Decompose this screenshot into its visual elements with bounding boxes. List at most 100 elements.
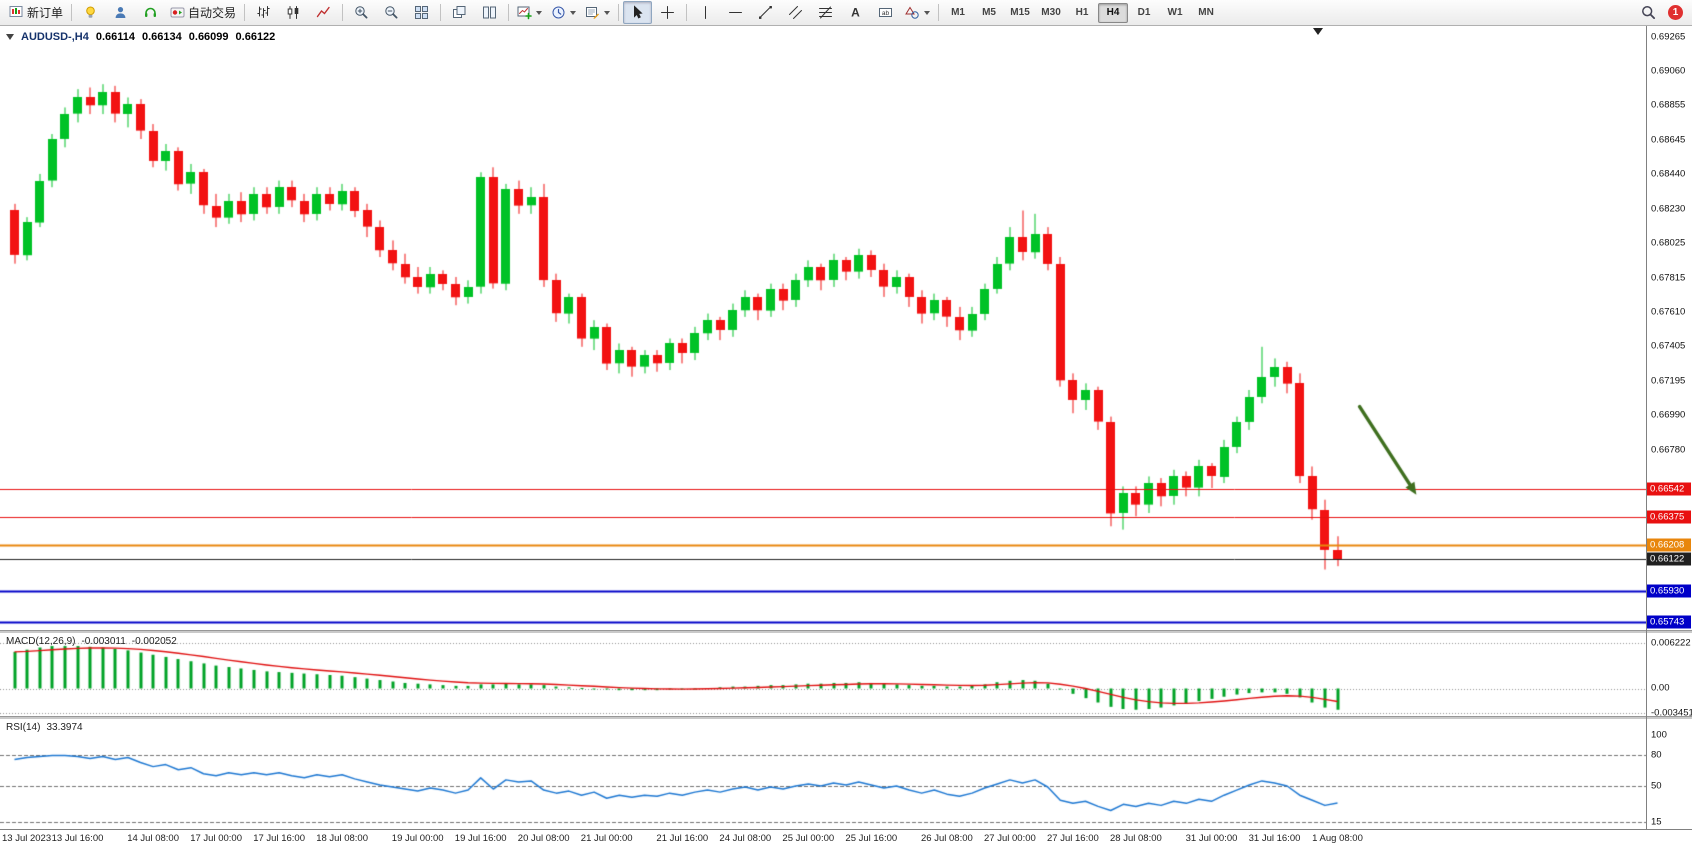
rsi-label: RSI(14) 33.3974	[6, 722, 83, 733]
time-axis-label: 18 Jul 08:00	[316, 833, 368, 844]
toolbar-separator	[618, 4, 620, 21]
profile-icon	[113, 5, 128, 20]
price-scale-tick: 0.69265	[1651, 31, 1686, 43]
time-axis-label: 14 Jul 08:00	[127, 833, 179, 844]
template-button[interactable]	[581, 1, 614, 24]
time-axis-label: 20 Jul 08:00	[517, 833, 570, 844]
hline-icon	[728, 5, 743, 20]
tile-vertically-button[interactable]	[475, 1, 504, 24]
zoom-in-button[interactable]	[347, 1, 376, 24]
trendline-icon	[758, 5, 773, 20]
price-chart-canvas[interactable]	[0, 26, 1646, 631]
time-axis-label: 21 Jul 16:00	[656, 833, 709, 844]
timeframe-h1[interactable]: H1	[1075, 7, 1089, 18]
vline-icon	[698, 5, 713, 20]
time-axis-label: 19 Jul 16:00	[454, 833, 507, 844]
crosshair-button[interactable]	[653, 1, 682, 24]
auto-trading-button[interactable]: 自动交易	[166, 1, 240, 24]
channel-button[interactable]	[781, 1, 810, 24]
rsi-name: RSI(14)	[6, 722, 41, 733]
zoom-out-button[interactable]	[377, 1, 406, 24]
rsi-pane-separator[interactable]	[0, 716, 1692, 719]
new-chart-button[interactable]	[513, 1, 546, 24]
time-axis-label: 27 Jul 00:00	[984, 833, 1036, 844]
horizontal-line-button[interactable]	[721, 1, 750, 24]
timeframe-mn[interactable]: MN	[1198, 7, 1214, 18]
cascade-windows-button[interactable]	[445, 1, 474, 24]
time-axis-label: 13 Jul 2023	[2, 833, 52, 844]
candlestick-chart-button[interactable]	[279, 1, 308, 24]
time-axis-label: 19 Jul 00:00	[391, 833, 444, 844]
tile-windows-button[interactable]	[407, 1, 436, 24]
shapes-icon	[905, 5, 920, 20]
arrows-button[interactable]	[901, 1, 934, 24]
period-button[interactable]	[547, 1, 580, 24]
macd-label: MACD(12,26,9) -0.003011 -0.002052	[6, 636, 177, 647]
price-scale-tick: 0.68855	[1651, 99, 1686, 111]
search-icon	[1641, 5, 1656, 20]
crosshair-icon	[660, 5, 675, 20]
hline-price-badge: 0.66375	[1647, 510, 1691, 524]
chart-shift-marker-icon[interactable]	[1313, 28, 1323, 35]
market-watch-button[interactable]	[106, 1, 135, 24]
time-axis-label: 28 Jul 08:00	[1110, 833, 1162, 844]
support-button[interactable]	[136, 1, 165, 24]
text-label-button[interactable]: ab	[871, 1, 900, 24]
macd-panel-canvas[interactable]	[0, 633, 1646, 717]
price-scale-tick: 0.69060	[1651, 65, 1686, 77]
new-chart-icon	[517, 5, 532, 20]
timeframe-m5[interactable]: M5	[982, 7, 996, 18]
bar-chart-button[interactable]	[249, 1, 278, 24]
search-button[interactable]	[1634, 1, 1663, 24]
timeframe-d1[interactable]: D1	[1137, 7, 1151, 18]
line-chart-button[interactable]	[309, 1, 338, 24]
new-order-icon	[9, 5, 24, 20]
time-axis-label: 17 Jul 16:00	[253, 833, 305, 844]
text-button[interactable]: A	[841, 1, 870, 24]
rsi-scale-tick: 100	[1651, 729, 1667, 741]
toolbar-separator	[342, 4, 344, 21]
timeframe-m1[interactable]: M1	[951, 7, 965, 18]
zoom-in-icon	[354, 5, 369, 20]
timeframe-w1[interactable]: W1	[1167, 7, 1183, 18]
template-icon	[585, 5, 600, 20]
hline-price-badge: 0.66208	[1647, 538, 1691, 552]
rsi-scale-tick: 80	[1651, 749, 1662, 761]
trendline-button[interactable]	[751, 1, 780, 24]
time-axis-label: 13 Jul 16:00	[51, 833, 104, 844]
time-axis-label: 24 Jul 08:00	[719, 833, 772, 844]
cascade-windows-icon	[452, 5, 467, 20]
clock-icon	[551, 5, 566, 20]
svg-text:A: A	[851, 6, 860, 20]
price-scale-tick: 0.67610	[1651, 306, 1686, 318]
cursor-button[interactable]	[623, 1, 653, 24]
timeframe-m30[interactable]: M30	[1041, 7, 1061, 18]
fibonacci-button[interactable]	[811, 1, 840, 24]
price-scale-tick: 0.68645	[1651, 134, 1686, 146]
hline-price-badge: 0.65743	[1647, 615, 1691, 629]
new-order-button[interactable]: 新订单	[5, 1, 67, 24]
chevron-down-icon	[924, 10, 931, 15]
timeframe-h4[interactable]: H4	[1098, 2, 1129, 23]
macd-scale-tick: 0.006222	[1651, 637, 1691, 649]
rsi-panel-canvas[interactable]	[0, 719, 1646, 829]
one-click-expander-icon[interactable]	[6, 34, 14, 40]
price-scale-border[interactable]	[1646, 26, 1647, 829]
channel-icon	[788, 5, 803, 20]
label-icon: ab	[878, 5, 893, 20]
price-scale-tick: 0.67815	[1651, 272, 1686, 284]
timeframe-m15[interactable]: M15	[1010, 7, 1030, 18]
notification-badge[interactable]: 1	[1668, 5, 1683, 20]
indicator-list-button[interactable]	[76, 1, 105, 24]
candlestick-icon	[286, 5, 301, 20]
chevron-down-icon	[570, 10, 577, 15]
toolbar-separator	[244, 4, 246, 21]
vertical-line-button[interactable]	[691, 1, 720, 24]
symbol-period-label: AUDUSD-,H4	[21, 31, 89, 43]
time-axis-border	[0, 829, 1692, 830]
macd-pane-separator[interactable]	[0, 630, 1692, 633]
time-axis-label: 26 Jul 08:00	[921, 833, 973, 844]
zoom-out-icon	[384, 5, 399, 20]
lightbulb-icon	[83, 5, 98, 20]
chart-ohlc-header: AUDUSD-,H4 0.66114 0.66134 0.66099 0.661…	[6, 31, 275, 43]
